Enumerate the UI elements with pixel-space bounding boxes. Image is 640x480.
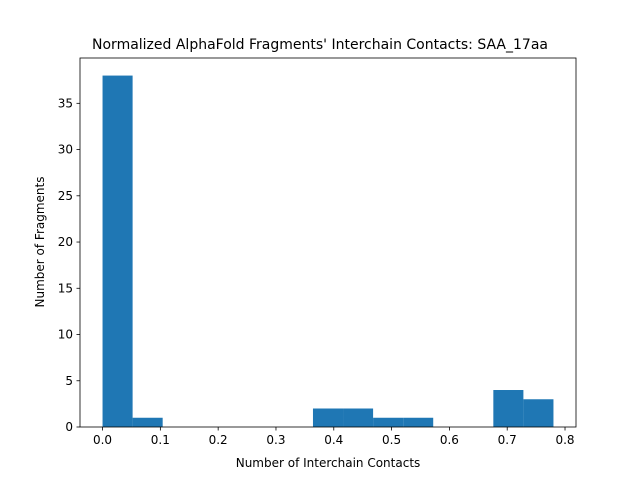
y-tick-label: 0 [65, 420, 73, 434]
histogram-bar [312, 408, 344, 427]
chart-title: Normalized AlphaFold Fragments' Intercha… [92, 37, 548, 53]
histogram-bar [403, 417, 434, 427]
histogram-bar [343, 408, 374, 427]
y-axis-label: Number of Fragments [33, 177, 47, 308]
x-tick-label: 0.0 [93, 433, 112, 447]
x-tick-label: 0.8 [555, 433, 574, 447]
x-tick-label: 0.1 [151, 433, 170, 447]
bars-group [102, 75, 554, 428]
x-tick-label: 0.6 [440, 433, 459, 447]
y-tick-label: 20 [58, 235, 73, 249]
x-axis-label: Number of Interchain Contacts [236, 456, 421, 470]
x-tick-label: 0.3 [266, 433, 285, 447]
y-tick-label: 10 [58, 328, 73, 342]
x-tick-label: 0.4 [324, 433, 343, 447]
histogram-bar [132, 417, 163, 427]
histogram-bar [102, 75, 133, 428]
histogram-bar [523, 399, 554, 427]
histogram-bar [493, 390, 524, 427]
y-tick-label: 25 [58, 189, 73, 203]
x-tick-label: 0.7 [498, 433, 517, 447]
y-tick-label: 30 [58, 143, 73, 157]
plot-frame [79, 57, 577, 428]
x-tick-label: 0.5 [382, 433, 401, 447]
y-tick-label: 15 [58, 281, 73, 295]
x-axis-ticks: 0.0 0.1 0.2 0.3 0.4 0.5 0.6 0.7 0.8 [93, 427, 575, 447]
y-tick-label: 35 [58, 96, 73, 110]
y-axis-ticks: 0 5 10 15 20 25 30 35 [58, 96, 80, 434]
histogram-bar [373, 417, 404, 427]
x-tick-label: 0.2 [209, 433, 228, 447]
y-tick-label: 5 [65, 374, 73, 388]
